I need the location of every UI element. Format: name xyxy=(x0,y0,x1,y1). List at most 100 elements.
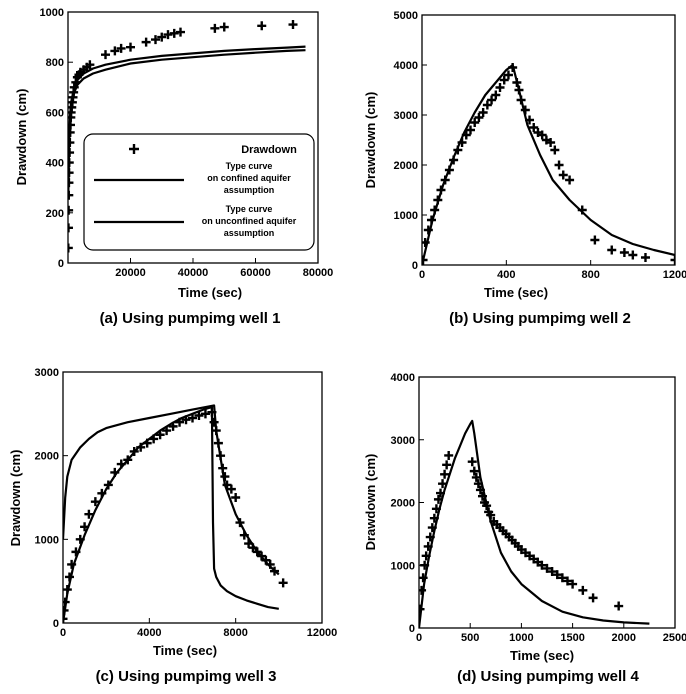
series-line xyxy=(419,419,650,628)
plot-data xyxy=(419,419,650,628)
x-tick-label: 1000 xyxy=(509,632,533,644)
chart-4: 0 500 1000 1500 2000 2500 0 1000 2000 3000 4000 Tim… xyxy=(363,372,686,685)
legend: Drawdown Type curve on confined aquifer ass… xyxy=(83,133,315,251)
legend-plus-marker xyxy=(129,144,139,154)
data-point-plus xyxy=(537,130,547,140)
y-tick-label: 0 xyxy=(409,623,415,635)
plot-data xyxy=(63,404,288,623)
legend-label: on confined aquifer xyxy=(207,173,291,183)
y-tick-label: 1000 xyxy=(391,560,415,572)
data-point-plus xyxy=(640,253,650,262)
data-point-plus xyxy=(550,145,560,155)
plot-data xyxy=(422,63,675,265)
x-tick-label: 2000 xyxy=(612,632,636,644)
data-point-plus xyxy=(557,573,567,583)
series-line xyxy=(422,63,675,265)
data-point-plus xyxy=(126,42,135,52)
x-tick-label: 400 xyxy=(497,269,515,281)
data-point-plus xyxy=(619,248,629,257)
data-point-plus xyxy=(628,250,638,260)
data-point-plus xyxy=(176,27,185,37)
data-point-plus xyxy=(110,46,120,56)
y-tick-label: 400 xyxy=(46,158,64,170)
x-axis-label: Time (sec) xyxy=(178,285,242,300)
legend-label: on unconfined aquifer xyxy=(202,216,297,226)
x-tick-label: 0 xyxy=(416,632,422,644)
data-point-plus xyxy=(568,579,578,589)
data-point-plus xyxy=(590,235,600,245)
data-point-plus xyxy=(257,21,267,31)
data-point-plus xyxy=(68,243,73,253)
data-point-plus xyxy=(588,593,598,603)
data-point-plus xyxy=(101,50,110,60)
plot-frame xyxy=(418,376,676,629)
x-tick-label: 80000 xyxy=(303,267,334,279)
chart-caption: (a) Using pumpimg well 1 xyxy=(100,310,281,327)
data-point-plus xyxy=(469,466,479,476)
x-tick-label: 1500 xyxy=(560,632,584,644)
y-tick-label: 4000 xyxy=(391,372,415,384)
x-tick-label: 12000 xyxy=(307,627,338,639)
data-point-plus xyxy=(231,493,241,502)
data-point-plus xyxy=(141,37,151,47)
series-line xyxy=(63,406,279,623)
x-tick-label: 4000 xyxy=(137,627,161,639)
data-point-plus xyxy=(474,113,484,122)
plot-frame xyxy=(421,14,676,266)
y-axis-label: Drawdown (cm) xyxy=(8,450,23,547)
data-point-plus xyxy=(495,83,505,92)
data-point-plus xyxy=(442,460,452,470)
data-point-plus xyxy=(116,43,126,53)
data-point-plus xyxy=(465,125,475,135)
data-point-plus xyxy=(552,570,562,580)
legend-label: assumption xyxy=(224,228,275,238)
data-point-plus xyxy=(444,450,454,460)
x-tick-label: 8000 xyxy=(223,627,247,639)
y-tick-label: 600 xyxy=(46,107,64,119)
y-tick-label: 0 xyxy=(58,258,64,270)
x-axis-label: Time (sec) xyxy=(153,643,217,658)
chart-caption: (d) Using pumpimg well 4 xyxy=(457,668,639,685)
legend-label: Type curve xyxy=(226,161,273,171)
chart-1: 20000 40000 60000 80000 0 200 400 600 800 1000 Tim… xyxy=(14,7,333,327)
chart-3: 0 4000 8000 12000 0 1000 2000 3000 Time (sec) Dra… xyxy=(8,367,337,685)
data-point-plus xyxy=(554,160,564,170)
data-point-plus xyxy=(63,614,68,623)
y-tick-label: 1000 xyxy=(40,7,64,19)
data-point-plus xyxy=(562,576,572,586)
data-point-plus xyxy=(565,175,575,185)
series-line xyxy=(68,49,306,198)
y-axis-label: Drawdown (cm) xyxy=(363,92,378,189)
y-tick-label: 5000 xyxy=(394,10,418,22)
data-point-plus xyxy=(68,223,73,233)
y-tick-label: 3000 xyxy=(391,435,415,447)
x-tick-label: 60000 xyxy=(240,267,271,279)
data-point-plus xyxy=(546,138,556,147)
y-tick-label: 2000 xyxy=(391,498,415,510)
x-tick-label: 20000 xyxy=(115,267,146,279)
x-tick-label: 800 xyxy=(581,269,599,281)
x-tick-label: 40000 xyxy=(178,267,209,279)
y-tick-label: 1000 xyxy=(35,534,59,546)
x-tick-label: 0 xyxy=(60,627,66,639)
data-point-plus xyxy=(278,578,288,588)
data-point-plus xyxy=(419,585,427,595)
series-line xyxy=(63,404,280,576)
data-point-plus xyxy=(163,30,173,40)
data-point-plus xyxy=(537,560,547,570)
data-point-plus xyxy=(607,245,617,255)
data-point-plus xyxy=(226,484,236,494)
x-tick-label: 500 xyxy=(461,632,479,644)
data-point-plus xyxy=(547,567,557,577)
x-tick-label: 2500 xyxy=(663,632,686,644)
chart-2: 0 400 800 1200 0 1000 2000 3000 4000 5000 Time (se… xyxy=(363,10,686,327)
data-point-plus xyxy=(423,225,433,235)
data-point-plus xyxy=(503,70,513,80)
data-point-plus xyxy=(288,20,298,30)
data-point-plus xyxy=(670,255,675,265)
plot-frame xyxy=(62,371,323,624)
y-tick-label: 3000 xyxy=(35,367,59,379)
legend-label: Type curve xyxy=(226,204,273,214)
x-tick-label: 1200 xyxy=(663,269,686,281)
